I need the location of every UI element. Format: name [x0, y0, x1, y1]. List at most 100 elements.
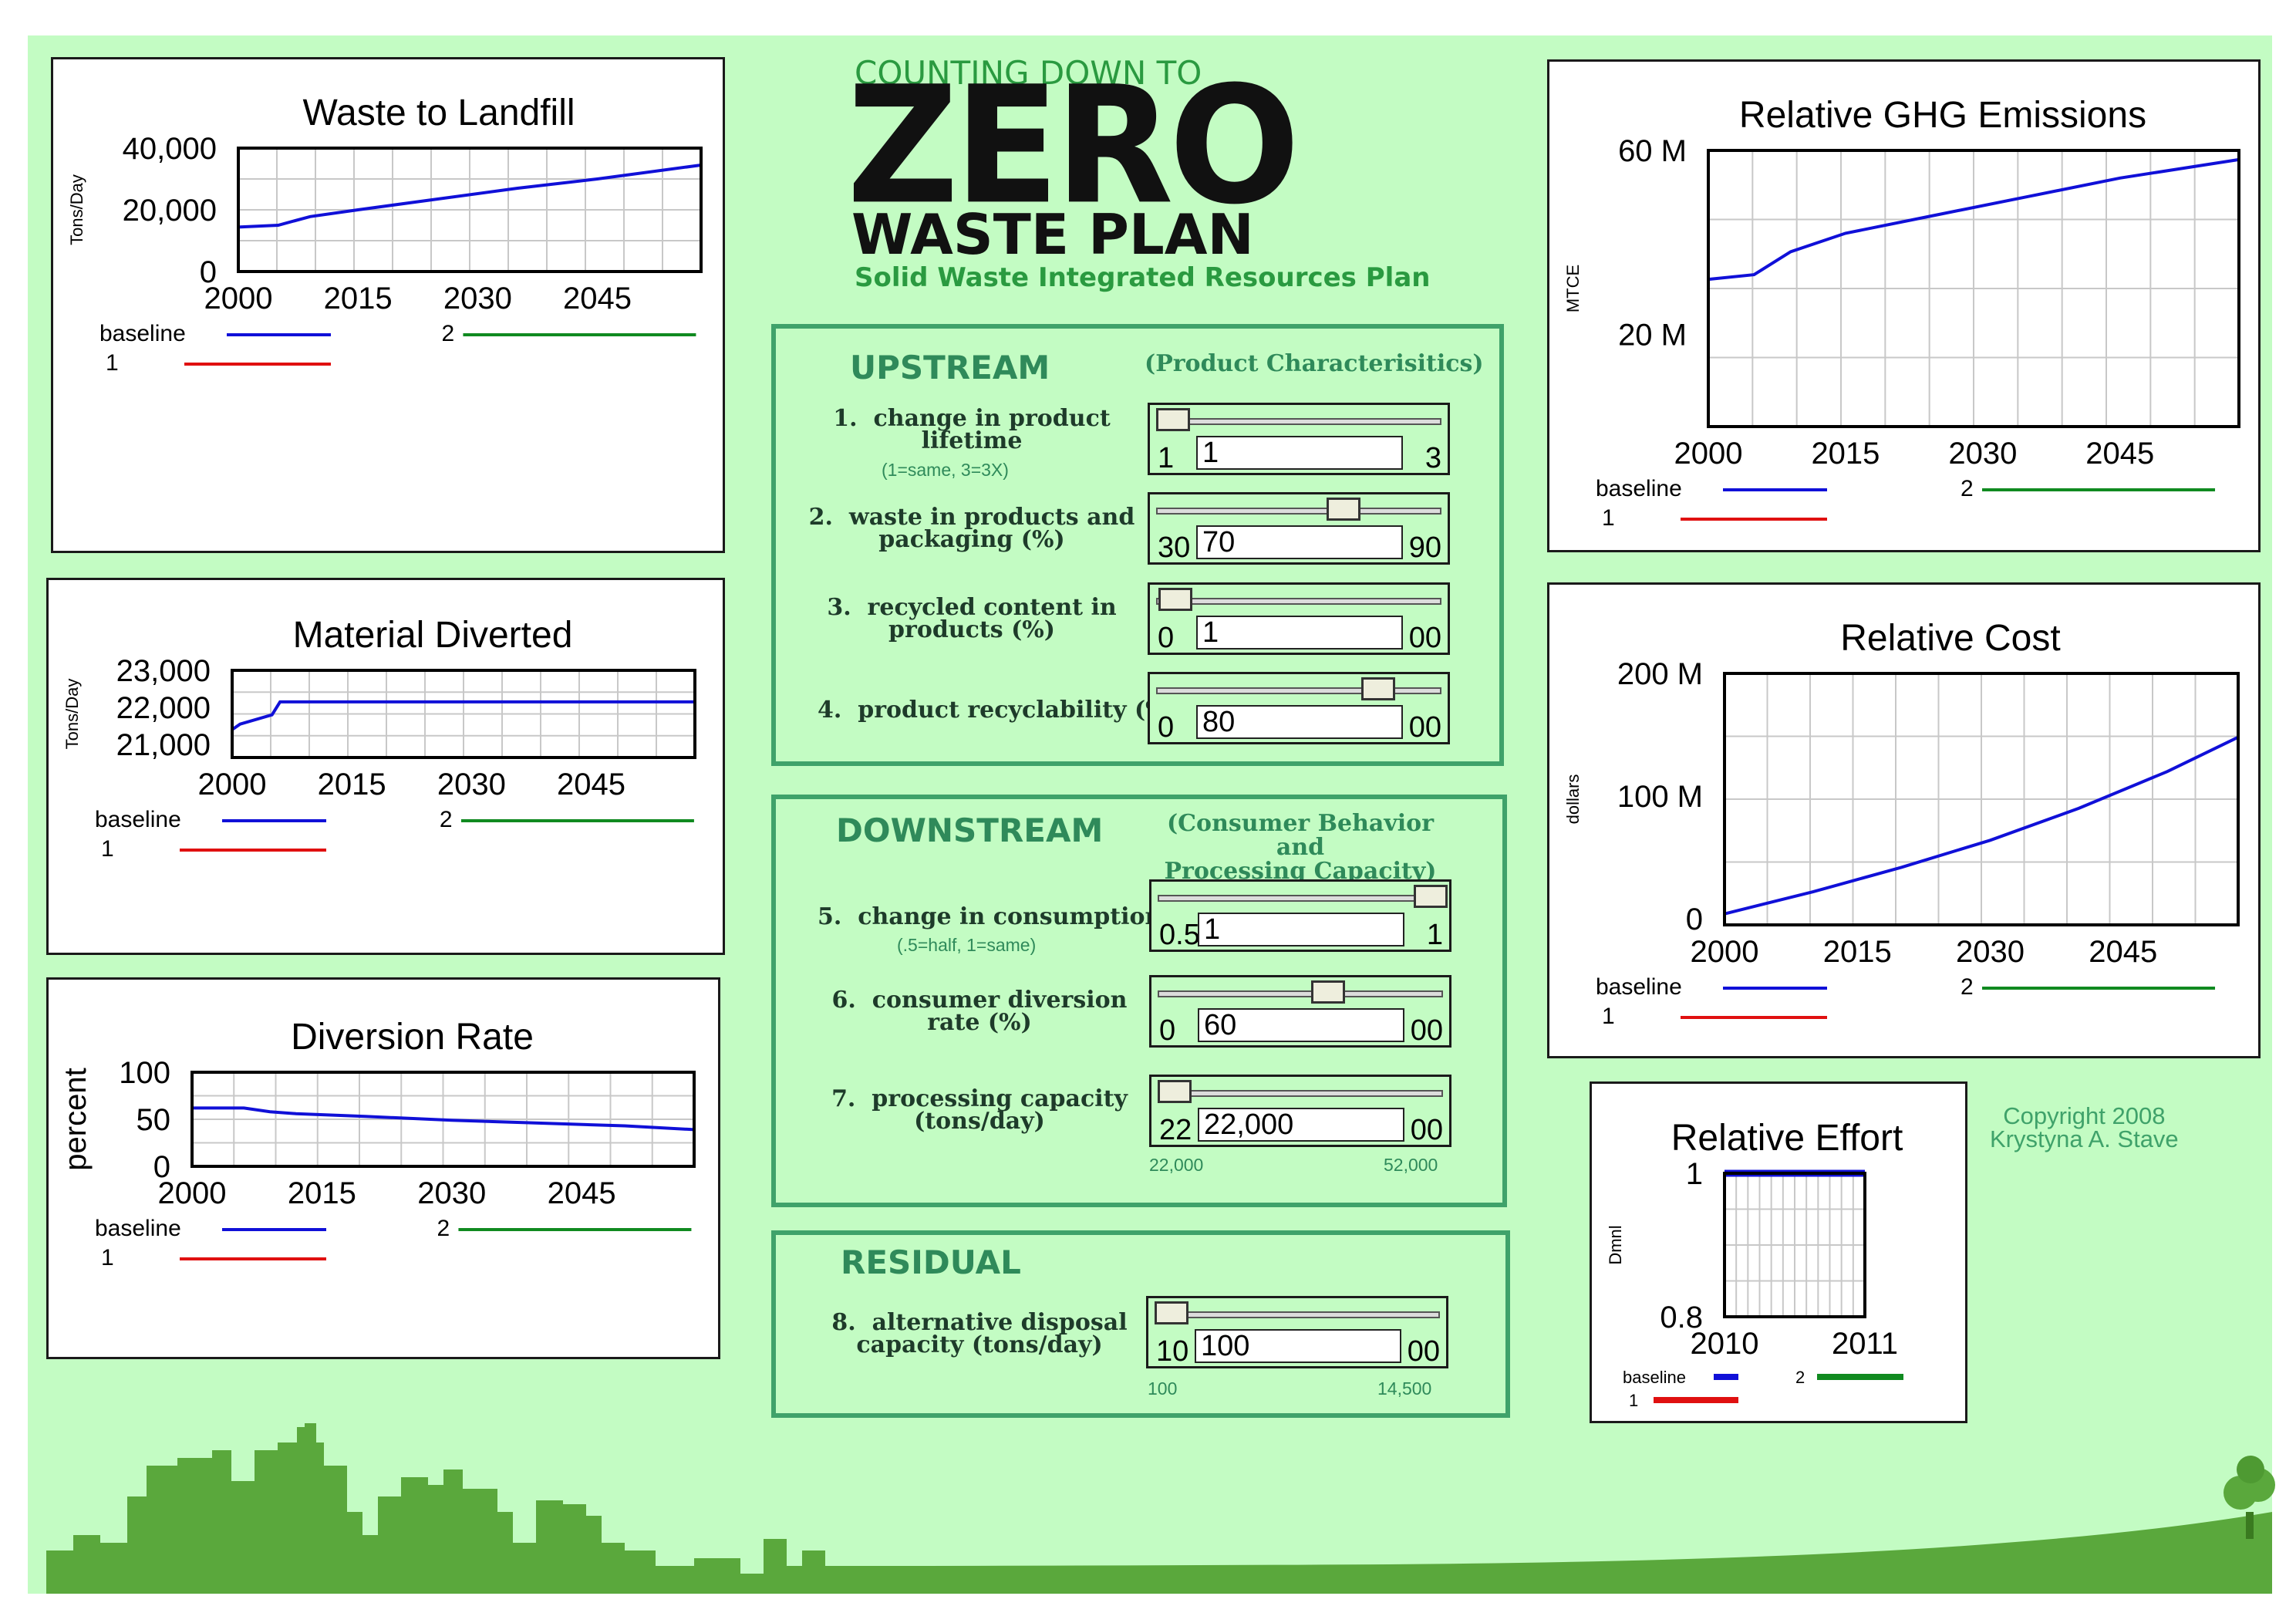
downstream-group	[771, 795, 1507, 1207]
y-tick-label: 50	[137, 1103, 171, 1137]
y-axis-label: Dmnl	[1606, 1225, 1625, 1264]
control-5-number: 5.	[818, 903, 842, 930]
control-7-label-line2: (tons/day)	[914, 1108, 1045, 1135]
slider-thumb[interactable]	[1156, 408, 1190, 431]
slider-product-recyclability[interactable]: 0 00	[1148, 672, 1450, 744]
legend-run2-label: 2	[1795, 1368, 1805, 1387]
chart-svg: Relative Effort 0.8 1 2010 2011 Dmnl baseline 1…	[1606, 1118, 1903, 1410]
slider-track[interactable]	[1156, 418, 1441, 425]
legend-run1-label: 1	[101, 836, 114, 862]
y-tick-label: 200 M	[1617, 657, 1703, 691]
slider-max-label: 00	[1410, 1114, 1443, 1146]
slider-thumb[interactable]	[1158, 1080, 1192, 1103]
downstream-subtitle-line1: (Consumer Behavior and	[1166, 810, 1434, 861]
slider-max-label: 00	[1410, 1014, 1443, 1047]
y-tick-label: 0	[1686, 903, 1703, 936]
x-tick-label: 2000	[1674, 437, 1743, 471]
slider-thumb[interactable]	[1158, 588, 1193, 611]
slider-recycled-content[interactable]: 0 00	[1148, 582, 1450, 655]
x-tick-label: 2030	[417, 1176, 486, 1210]
legend-run1-label: 1	[1602, 1004, 1615, 1029]
slider-change-in-consumption[interactable]: 0.5 1	[1149, 879, 1451, 952]
chart-grid	[238, 148, 701, 272]
value-input-recycled-content[interactable]	[1196, 616, 1403, 650]
control-8-label: 8. alternative disposal capacity (tons/d…	[818, 1309, 1141, 1357]
chart-grid	[1725, 673, 2238, 925]
legend-baseline-label: baseline	[1623, 1368, 1686, 1387]
control-5-label: 5. change in consumption	[818, 903, 1161, 930]
slider-thumb[interactable]	[1414, 885, 1448, 908]
slider-thumb[interactable]	[1360, 677, 1395, 700]
slider-thumb[interactable]	[1311, 980, 1346, 1004]
downstream-subtitle: (Consumer Behavior and Processing Capaci…	[1146, 812, 1455, 883]
value-input-product-lifetime[interactable]	[1196, 436, 1403, 470]
legend-run2-label: 2	[441, 321, 454, 346]
x-tick-label: 2015	[288, 1176, 356, 1210]
slider-max-label: 00	[1408, 711, 1441, 744]
slider-thumb[interactable]	[1155, 1301, 1188, 1324]
slider-max-label: 1	[1426, 919, 1443, 951]
value-input-consumer-diversion-rate[interactable]	[1198, 1008, 1404, 1042]
copyright: Copyright 2008 Krystyna A. Stave	[1990, 1104, 2179, 1152]
y-axis-label: Tons/Day	[67, 174, 86, 245]
slider-track[interactable]	[1155, 1311, 1440, 1318]
chart-title: Diversion Rate	[291, 1017, 534, 1058]
slider-product-lifetime[interactable]: 1 3	[1148, 403, 1450, 475]
y-tick-label: 20 M	[1618, 319, 1687, 353]
value-input-waste-in-packaging[interactable]	[1196, 525, 1403, 559]
value-input-processing-capacity[interactable]	[1198, 1108, 1404, 1142]
series-line-baseline	[231, 700, 695, 731]
control-4-label: 4. product recyclability (%)	[818, 697, 1178, 724]
chart-relative-ghg-emissions: Relative GHG Emissions 20 M 60 M 2000 2015 20…	[1547, 59, 2261, 552]
control-8-number: 8.	[831, 1309, 856, 1336]
control-8-range-min: 100	[1148, 1378, 1178, 1399]
chart-waste-to-landfill: Waste to Landfill 0 20,000 40,000 2000 2015 20…	[51, 57, 725, 553]
slider-track[interactable]	[1158, 895, 1443, 902]
slider-track[interactable]	[1156, 598, 1441, 605]
slider-track[interactable]	[1156, 508, 1441, 515]
y-axis-label: dollars	[1563, 774, 1583, 825]
slider-thumb[interactable]	[1327, 498, 1361, 521]
slider-waste-in-packaging[interactable]: 30 90	[1148, 492, 1450, 565]
upstream-group	[771, 324, 1504, 766]
slider-consumer-diversion-rate[interactable]: 0 00	[1149, 975, 1451, 1048]
plot-frame	[190, 1071, 696, 1168]
chart-diversion-rate: Diversion Rate 0 50 100 2000 2015 2030 2045 perc…	[46, 977, 720, 1359]
slider-track[interactable]	[1158, 990, 1443, 997]
legend-run2-label: 2	[437, 1216, 450, 1241]
x-tick-label: 2000	[198, 768, 267, 801]
series-line-baseline	[238, 164, 702, 229]
slider-min-label: 10	[1156, 1335, 1189, 1368]
slider-processing-capacity[interactable]: 22 00	[1149, 1075, 1451, 1147]
upstream-title: UPSTREAM	[850, 349, 1050, 386]
legend-baseline-label: baseline	[95, 1216, 181, 1241]
y-tick-label: 40,000	[123, 132, 217, 166]
residual-title: RESIDUAL	[841, 1243, 1021, 1281]
y-axis-label: MTCE	[1563, 265, 1583, 312]
slider-track[interactable]	[1158, 1090, 1443, 1097]
control-4-number: 4.	[818, 697, 842, 724]
slider-track[interactable]	[1156, 687, 1441, 694]
value-input-change-in-consumption[interactable]	[1198, 913, 1404, 946]
value-input-product-recyclability[interactable]	[1196, 705, 1403, 739]
x-tick-label: 2045	[557, 768, 625, 801]
control-1-label: 1. change in product lifetime	[818, 407, 1126, 453]
control-6-label-line2: rate (%)	[927, 1009, 1032, 1036]
residual-group	[771, 1230, 1510, 1418]
slider-min-label: 0	[1158, 622, 1175, 654]
legend-baseline-label: baseline	[1596, 476, 1682, 501]
copyright-line2: Krystyna A. Stave	[1990, 1125, 2179, 1152]
control-6-label: 6. consumer diversion rate (%)	[810, 989, 1149, 1034]
value-input-alternative-disposal[interactable]	[1195, 1329, 1401, 1363]
slider-max-label: 00	[1407, 1335, 1440, 1368]
chart-title: Relative Effort	[1671, 1118, 1903, 1159]
upstream-subtitle: (Product Characterisitics)	[1145, 350, 1484, 377]
chart-grid	[1725, 1173, 1865, 1317]
legend-run1-label: 1	[106, 350, 119, 376]
header-waste-plan: WASTE PLAN	[851, 202, 1254, 267]
y-tick-label: 1	[1686, 1157, 1703, 1191]
slider-alternative-disposal[interactable]: 10 00	[1146, 1296, 1448, 1368]
legend-baseline-label: baseline	[99, 321, 186, 346]
control-7-number: 7.	[831, 1085, 856, 1112]
